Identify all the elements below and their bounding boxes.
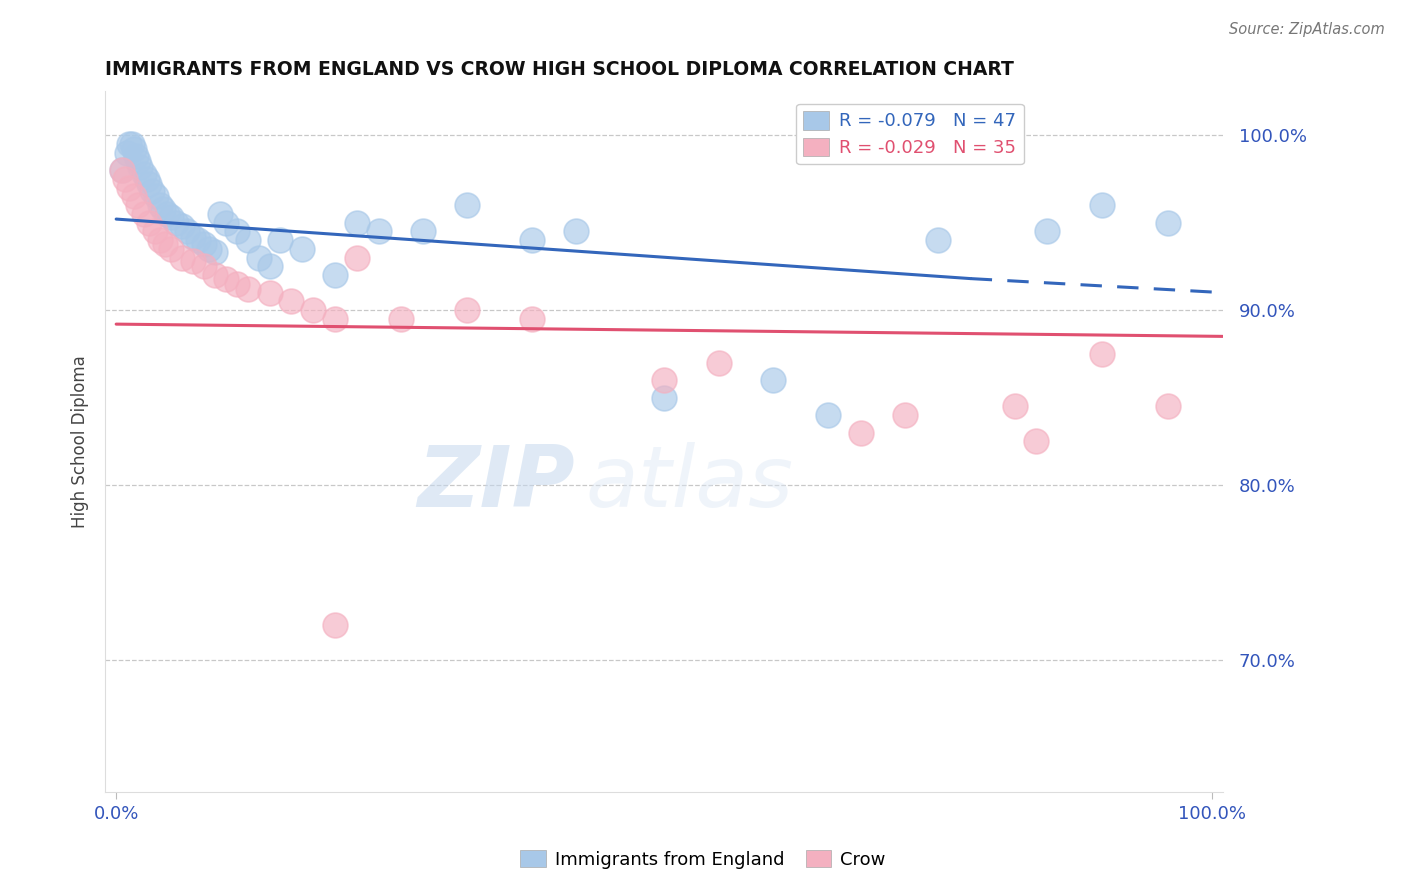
- Point: [302, 303, 325, 318]
- Point: [149, 233, 172, 247]
- Point: [198, 242, 221, 256]
- Point: [817, 408, 839, 422]
- Point: [118, 136, 141, 151]
- Point: [346, 216, 368, 230]
- Point: [1004, 400, 1026, 414]
- Point: [118, 180, 141, 194]
- Point: [138, 216, 160, 230]
- Point: [149, 198, 172, 212]
- Point: [270, 233, 292, 247]
- Point: [143, 224, 166, 238]
- Point: [368, 224, 391, 238]
- Point: [652, 373, 675, 387]
- Point: [652, 391, 675, 405]
- Point: [1036, 224, 1059, 238]
- Point: [135, 171, 157, 186]
- Point: [849, 425, 872, 440]
- Point: [280, 294, 302, 309]
- Point: [259, 260, 281, 274]
- Point: [225, 277, 247, 291]
- Point: [456, 303, 478, 318]
- Point: [127, 198, 149, 212]
- Point: [204, 268, 226, 282]
- Point: [114, 171, 136, 186]
- Point: [152, 202, 174, 216]
- Point: [209, 207, 232, 221]
- Point: [170, 251, 193, 265]
- Point: [894, 408, 917, 422]
- Point: [707, 356, 730, 370]
- Point: [225, 224, 247, 238]
- Point: [160, 211, 183, 225]
- Text: Source: ZipAtlas.com: Source: ZipAtlas.com: [1229, 22, 1385, 37]
- Point: [111, 163, 134, 178]
- Point: [565, 224, 588, 238]
- Point: [1091, 198, 1114, 212]
- Point: [165, 216, 187, 230]
- Point: [259, 285, 281, 300]
- Point: [236, 282, 259, 296]
- Point: [145, 189, 167, 203]
- Point: [160, 242, 183, 256]
- Point: [1025, 434, 1047, 449]
- Point: [141, 184, 163, 198]
- Point: [155, 236, 177, 251]
- Point: [927, 233, 949, 247]
- Point: [122, 142, 145, 156]
- Point: [522, 233, 544, 247]
- Point: [1157, 216, 1180, 230]
- Legend: Immigrants from England, Crow: Immigrants from England, Crow: [513, 843, 893, 876]
- Point: [389, 311, 412, 326]
- Point: [187, 233, 209, 247]
- Point: [346, 251, 368, 265]
- Point: [323, 311, 346, 326]
- Point: [215, 271, 238, 285]
- Legend: R = -0.079   N = 47, R = -0.029   N = 35: R = -0.079 N = 47, R = -0.029 N = 35: [796, 103, 1024, 164]
- Point: [215, 216, 238, 230]
- Point: [204, 245, 226, 260]
- Point: [522, 311, 544, 326]
- Point: [125, 149, 148, 163]
- Point: [181, 254, 204, 268]
- Point: [323, 618, 346, 632]
- Point: [236, 233, 259, 247]
- Point: [181, 229, 204, 244]
- Y-axis label: High School Diploma: High School Diploma: [72, 355, 89, 528]
- Point: [412, 224, 434, 238]
- Point: [762, 373, 785, 387]
- Point: [115, 145, 138, 160]
- Point: [111, 163, 134, 178]
- Text: ZIP: ZIP: [418, 442, 575, 525]
- Point: [176, 224, 198, 238]
- Point: [247, 251, 270, 265]
- Point: [127, 154, 149, 169]
- Text: atlas: atlas: [586, 442, 794, 525]
- Point: [1157, 400, 1180, 414]
- Text: IMMIGRANTS FROM ENGLAND VS CROW HIGH SCHOOL DIPLOMA CORRELATION CHART: IMMIGRANTS FROM ENGLAND VS CROW HIGH SCH…: [105, 60, 1014, 78]
- Point: [193, 236, 215, 251]
- Point: [291, 242, 314, 256]
- Point: [122, 189, 145, 203]
- Point: [132, 167, 155, 181]
- Point: [129, 160, 152, 174]
- Point: [323, 268, 346, 282]
- Point: [121, 136, 143, 151]
- Point: [193, 260, 215, 274]
- Point: [170, 219, 193, 233]
- Point: [132, 207, 155, 221]
- Point: [155, 207, 177, 221]
- Point: [1091, 347, 1114, 361]
- Point: [138, 177, 160, 191]
- Point: [456, 198, 478, 212]
